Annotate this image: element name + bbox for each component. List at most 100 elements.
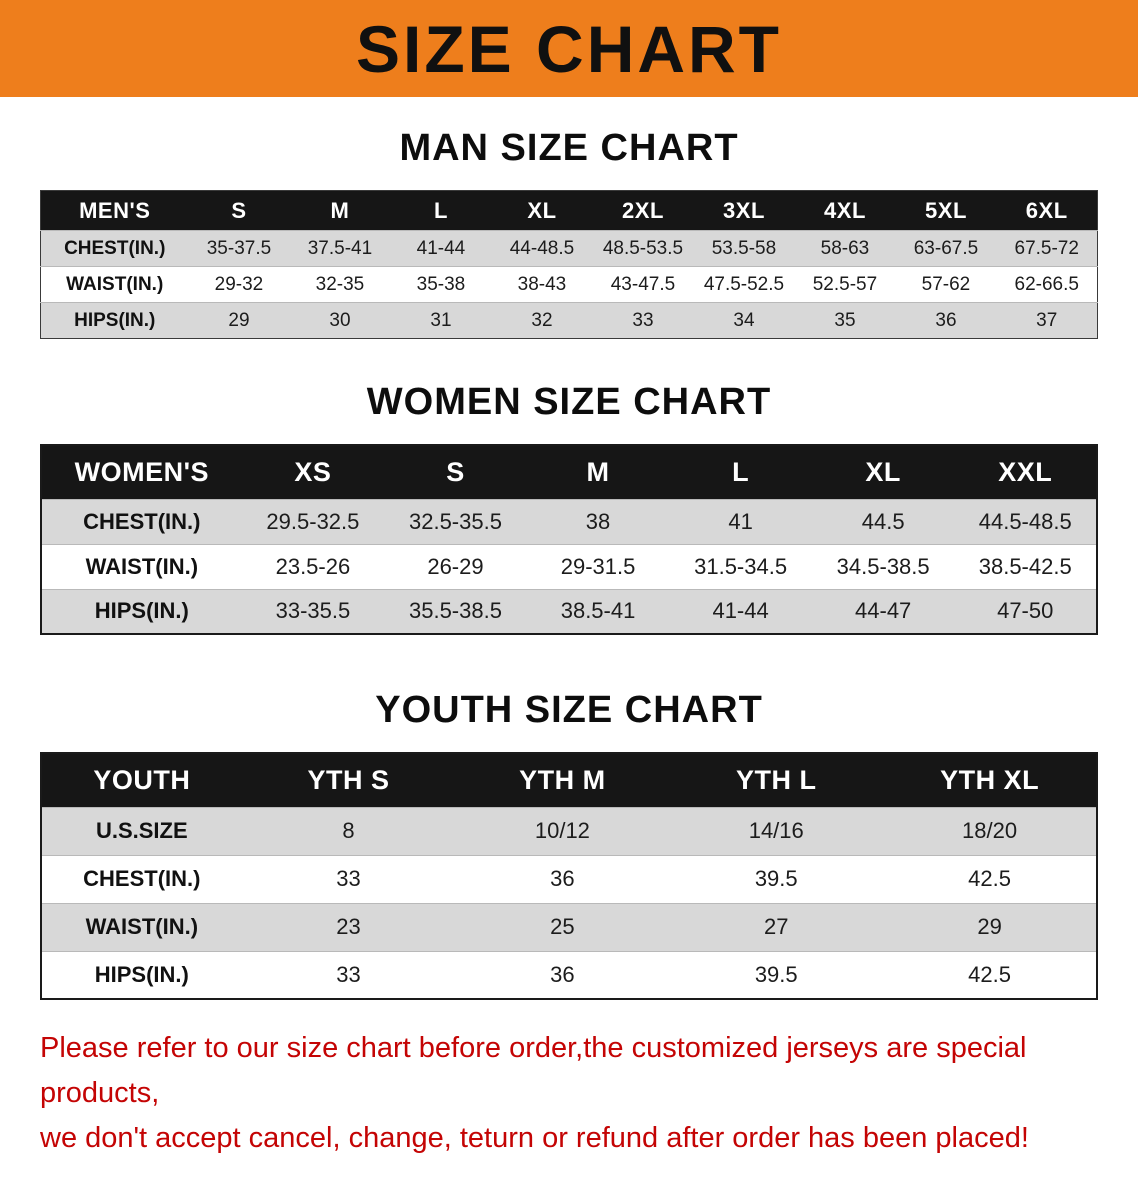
size-column-header: XXL: [954, 445, 1097, 499]
size-value-cell: 42.5: [968, 961, 1011, 987]
size-value-cell: 29: [228, 309, 250, 331]
table-row: CHEST(IN.) 33 36 39.5 42.5: [41, 855, 1097, 903]
size-value-cell: 36: [550, 961, 575, 987]
size-value-cell: 44-48.5: [509, 237, 575, 259]
size-value-cell: 29-32: [214, 273, 264, 295]
size-value-cell: 27: [763, 914, 789, 939]
size-value-cell: 23.5-26: [275, 553, 351, 579]
size-value-cell: 26-29: [427, 553, 484, 579]
women-section-title: WOMEN SIZE CHART: [366, 381, 772, 423]
size-value-cell: 33: [336, 961, 361, 987]
size-column-header: 4XL: [794, 190, 896, 231]
size-column-header: 3XL: [693, 190, 795, 231]
size-value-cell: 33-35.5: [275, 598, 351, 624]
size-column-header: YTH M: [455, 753, 670, 807]
table-header-row: WOMEN'S XS S M L XL XXL: [41, 445, 1097, 499]
row-label: HIPS(IN.): [94, 961, 189, 987]
women-size-chart-section: WOMEN SIZE CHART WOMEN'S XS S M L XL XXL CHEST(…: [0, 381, 1138, 635]
size-value-cell: 67.5-72: [1014, 237, 1079, 259]
size-value-cell: 41-44: [712, 598, 769, 624]
size-column-header: XS: [241, 445, 385, 499]
size-value-cell: 32-35: [315, 273, 365, 295]
size-column-header: YTH XL: [883, 753, 1097, 807]
size-value-cell: 34.5-38.5: [836, 553, 930, 579]
row-label: WAIST(IN.): [85, 553, 199, 579]
row-label: CHEST(IN.): [64, 237, 166, 259]
row-label: HIPS(IN.): [74, 309, 156, 331]
size-value-cell: 39.5: [754, 961, 798, 987]
size-value-cell: 35.5-38.5: [408, 598, 502, 624]
size-value-cell: 34: [733, 309, 755, 331]
table-row: HIPS(IN.) 33-35.5 35.5-38.5 38.5-41 41-44 44-…: [41, 589, 1097, 634]
size-value-cell: 41: [728, 508, 753, 534]
size-value-cell: 38: [585, 508, 611, 534]
size-value-cell: 35: [834, 309, 856, 331]
size-column-header: 2XL: [592, 190, 694, 231]
size-value-cell: 33: [632, 309, 654, 331]
size-value-cell: 48.5-53.5: [602, 237, 684, 259]
table-header-row: YOUTH YTH S YTH M YTH L YTH XL: [41, 753, 1097, 807]
size-value-cell: 44.5-48.5: [978, 508, 1072, 534]
row-label: WAIST(IN.): [66, 273, 164, 295]
size-value-cell: 37: [1036, 309, 1058, 331]
size-value-cell: 47.5-52.5: [703, 273, 785, 295]
size-value-cell: 52.5-57: [812, 273, 878, 295]
size-value-cell: 58-63: [820, 237, 870, 259]
size-column-header: L: [669, 445, 812, 499]
size-column-header: M: [526, 445, 670, 499]
size-column-header: XL: [811, 445, 955, 499]
size-value-cell: 38-43: [517, 273, 567, 295]
size-value-cell: 38.5-41: [560, 598, 636, 624]
size-value-cell: 8: [342, 818, 355, 843]
row-label: WAIST(IN.): [85, 914, 199, 939]
size-value-cell: 35-38: [416, 273, 466, 295]
size-value-cell: 29.5-32.5: [266, 508, 360, 534]
disclaimer-line-1: Please refer to our size chart before or…: [40, 1032, 1027, 1109]
size-value-cell: 47-50: [997, 598, 1054, 624]
size-value-cell: 38.5-42.5: [978, 553, 1072, 579]
size-value-cell: 37.5-41: [307, 237, 373, 259]
table-row: WAIST(IN.) 29-32 32-35 35-38 38-43 43-47.5 47.…: [40, 266, 1098, 303]
size-column-header: S: [188, 190, 290, 231]
size-value-cell: 42.5: [968, 866, 1011, 891]
row-label: CHEST(IN.): [83, 866, 201, 891]
table-row: HIPS(IN.) 33 36 39.5 42.5: [41, 951, 1097, 999]
men-section-title: MAN SIZE CHART: [399, 127, 739, 169]
youth-size-table: YOUTH YTH S YTH M YTH L YTH XL U.S.SIZE 8 10/12…: [40, 752, 1098, 1000]
row-label: HIPS(IN.): [94, 598, 189, 624]
size-column-header: XL: [491, 190, 593, 231]
size-value-cell: 32.5-35.5: [408, 508, 502, 534]
table-row: WAIST(IN.) 23 25 27 29: [41, 903, 1097, 951]
table-corner-label: WOMEN'S: [41, 445, 242, 499]
youth-size-chart-section: YOUTH SIZE CHART YOUTH YTH S YTH M YTH L YTH…: [0, 689, 1138, 1000]
size-value-cell: 29-31.5: [560, 553, 636, 579]
size-value-cell: 63-67.5: [913, 237, 979, 259]
table-corner-label: YOUTH: [41, 753, 242, 807]
size-column-header: 6XL: [996, 190, 1098, 231]
size-value-cell: 41-44: [416, 237, 466, 259]
size-column-header: L: [390, 190, 492, 231]
table-row: CHEST(IN.) 29.5-32.5 32.5-35.5 38 41 44.5 44.5…: [41, 499, 1097, 544]
size-value-cell: 53.5-58: [711, 237, 777, 259]
size-value-cell: 31.5-34.5: [694, 553, 788, 579]
size-value-cell: 44.5: [861, 508, 905, 534]
size-value-cell: 35-37.5: [206, 237, 272, 259]
size-value-cell: 10/12: [534, 818, 590, 843]
size-value-cell: 57-62: [921, 273, 971, 295]
page-title: SIZE CHART: [356, 11, 782, 86]
table-row: WAIST(IN.) 23.5-26 26-29 29-31.5 31.5-34.5 34…: [41, 544, 1097, 589]
size-value-cell: 30: [329, 309, 351, 331]
size-value-cell: 62-66.5: [1014, 273, 1079, 295]
youth-section-title: YOUTH SIZE CHART: [375, 689, 763, 731]
size-column-header: M: [289, 190, 391, 231]
banner: SIZE CHART: [0, 0, 1138, 97]
size-value-cell: 44-47: [855, 598, 912, 624]
table-header-row: MEN'S S M L XL 2XL 3XL 4XL 5XL 6XL: [40, 190, 1098, 231]
table-corner-label: MEN'S: [40, 190, 189, 231]
row-label: U.S.SIZE: [95, 818, 188, 843]
men-size-chart-section: MAN SIZE CHART MEN'S S M L XL 2XL 3XL 4XL 5XL 6XL…: [0, 127, 1138, 339]
size-value-cell: 32: [531, 309, 553, 331]
women-size-table: WOMEN'S XS S M L XL XXL CHEST(IN.) 29.5-32.5 32.5…: [40, 444, 1098, 635]
size-value-cell: 25: [550, 914, 575, 939]
